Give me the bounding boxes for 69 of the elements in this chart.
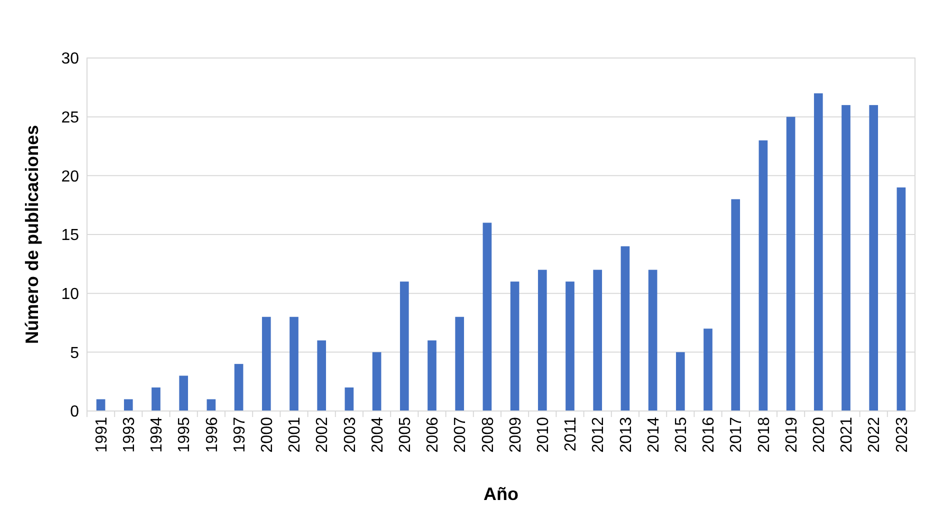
x-tick-label: 2003 — [342, 416, 359, 453]
x-tick-label: 2002 — [314, 416, 332, 453]
x-tick-label: 2020 — [811, 416, 828, 453]
x-tick-label: 1993 — [121, 416, 138, 453]
x-tick-label: 1995 — [176, 416, 194, 453]
x-tick-label: 2021 — [838, 416, 856, 453]
bar — [262, 316, 271, 411]
x-tick-label: 2000 — [259, 416, 276, 453]
x-axis-title: Año — [484, 484, 518, 504]
bar — [510, 282, 520, 411]
y-tick-label: 0 — [70, 404, 80, 421]
x-tick-label: 2008 — [480, 416, 497, 453]
x-tick-label: 2011 — [562, 416, 580, 452]
bar — [179, 376, 188, 411]
y-tick-label: 30 — [61, 50, 80, 68]
x-tick-label: 2007 — [452, 416, 470, 453]
x-tick-label: 1994 — [148, 416, 166, 453]
x-tick-label: 2006 — [424, 416, 442, 453]
y-axis-title: Número de publicaciones — [22, 124, 42, 344]
x-tick-label: 1996 — [204, 416, 221, 453]
bar — [566, 282, 574, 411]
bar — [455, 316, 464, 411]
y-tick-label: 20 — [61, 168, 80, 186]
bar — [344, 387, 354, 411]
bar — [96, 399, 106, 411]
bar — [620, 246, 630, 411]
x-tick-label: 2022 — [866, 416, 884, 453]
bar — [428, 340, 436, 411]
bar — [758, 140, 768, 411]
bar — [786, 116, 796, 411]
x-tick-label: 1991 — [93, 416, 110, 453]
x-tick-label: 2004 — [369, 416, 386, 453]
bar — [538, 270, 547, 411]
x-tick-label: 2012 — [590, 416, 608, 453]
bar — [400, 282, 409, 411]
x-tick-label: 2013 — [618, 416, 635, 453]
bar — [482, 222, 492, 411]
bar — [869, 105, 878, 411]
bar — [704, 328, 712, 411]
bar — [896, 187, 906, 411]
x-tick-label: 2018 — [756, 416, 773, 453]
bar — [372, 352, 382, 411]
x-tick-label: 2005 — [397, 416, 414, 453]
bar — [593, 270, 602, 411]
y-tick-label: 5 — [70, 344, 80, 362]
bar — [731, 199, 740, 411]
x-tick-label: 2015 — [673, 416, 690, 453]
bar — [814, 93, 823, 411]
bar — [648, 270, 658, 411]
y-tick-label: 15 — [61, 227, 80, 244]
x-tick-label: 2017 — [728, 416, 746, 453]
bar — [317, 340, 326, 411]
bar — [152, 387, 160, 411]
y-tick-label: 10 — [61, 286, 80, 303]
x-tick-label: 2023 — [894, 416, 911, 453]
y-tick-label: 25 — [61, 109, 80, 126]
bar — [290, 316, 298, 411]
x-tick-label: 2014 — [645, 416, 662, 453]
x-tick-label: 2001 — [286, 416, 304, 453]
x-tick-label: 1997 — [231, 416, 248, 453]
bar — [676, 352, 685, 411]
bar — [234, 364, 244, 411]
x-tick-label: 2010 — [535, 416, 552, 453]
x-tick-label: 2019 — [783, 416, 800, 453]
x-tick-label: 2009 — [507, 416, 524, 453]
x-tick-label: 2016 — [700, 416, 718, 453]
bar — [124, 399, 133, 411]
bar — [206, 399, 216, 411]
bar — [842, 105, 850, 411]
